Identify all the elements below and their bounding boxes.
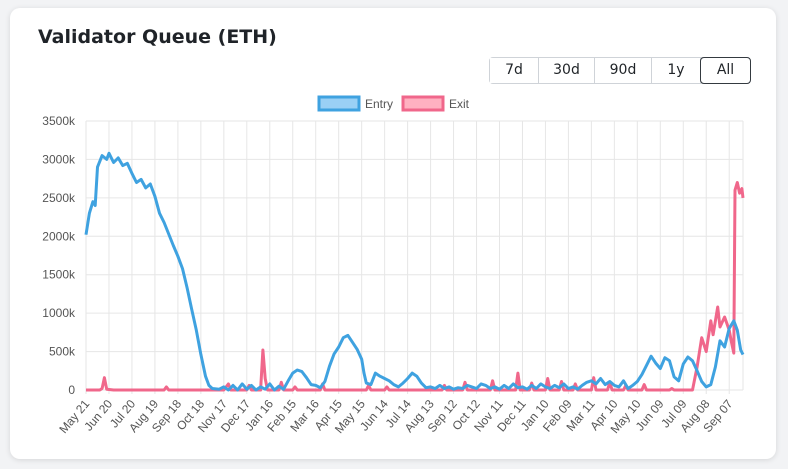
grid	[85, 120, 744, 394]
range-7d-button[interactable]: 7d	[490, 58, 539, 83]
range-90d-button[interactable]: 90d	[595, 58, 652, 83]
y-tick-label: 2000k	[42, 229, 76, 243]
legend-swatch-exit[interactable]	[401, 95, 445, 112]
chart-title: Validator Queue (ETH)	[38, 26, 277, 48]
series-line-exit	[86, 181, 745, 392]
legend-label-entry[interactable]: Entry	[365, 97, 393, 111]
y-tick-label: 2500k	[42, 191, 76, 205]
y-tick-label: 3000k	[42, 152, 76, 166]
legend-swatch-entry[interactable]	[317, 95, 361, 112]
y-tick-label: 0	[68, 383, 75, 397]
y-tick-label: 1500k	[42, 268, 76, 282]
range-1y-button[interactable]: 1y	[652, 58, 701, 83]
series-line-entry	[84, 151, 745, 392]
series-lines	[84, 151, 745, 392]
y-tick-label: 3500k	[42, 114, 76, 128]
range-30d-button[interactable]: 30d	[539, 58, 595, 83]
range-all-button[interactable]: All	[700, 57, 751, 84]
time-range-selector: 7d 30d 90d 1y All	[489, 57, 751, 84]
y-tick-label: 500k	[49, 345, 76, 359]
legend: Entry Exit	[317, 95, 470, 112]
legend-label-exit[interactable]: Exit	[449, 97, 470, 111]
y-tick-label: 1000k	[42, 306, 76, 320]
